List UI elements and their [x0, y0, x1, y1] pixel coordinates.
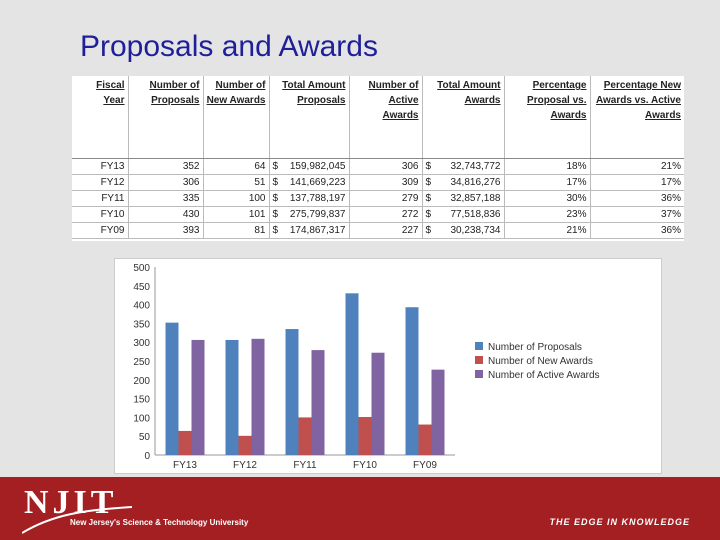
table-cell: 279 — [349, 190, 423, 207]
bar — [238, 435, 252, 455]
page-title: Proposals and Awards — [80, 30, 378, 63]
bar — [358, 417, 372, 455]
table-cell: FY13 — [72, 158, 129, 175]
legend-label: Number of New Awards — [488, 356, 593, 367]
bar — [285, 329, 299, 455]
table-cell: 81 — [203, 222, 270, 239]
x-tick-label: FY10 — [353, 460, 377, 471]
table-cell: 21% — [590, 158, 684, 175]
table-cell: 36% — [590, 190, 684, 207]
table-cell: $141,669,223 — [269, 174, 350, 191]
bar-chart: 0 50 100 150 200 250 300 350 400 450 500 FY13 FY12 FY… — [133, 263, 600, 471]
table-cell: 430 — [128, 206, 204, 223]
table-cell: 30% — [504, 190, 591, 207]
table-header: Number of Proposals — [128, 76, 204, 159]
table-cell: $32,857,188 — [422, 190, 505, 207]
table-cell: $34,816,276 — [422, 174, 505, 191]
table-cell: 101 — [203, 206, 270, 223]
bar — [311, 350, 325, 455]
table-cell: FY10 — [72, 206, 129, 223]
table-header: Number of New Awards — [203, 76, 270, 159]
bar — [191, 339, 205, 455]
logo-text: NJIT — [24, 485, 117, 521]
bar — [345, 293, 359, 455]
bar — [418, 424, 432, 455]
y-tick-label: 150 — [133, 395, 150, 406]
table-cell: FY09 — [72, 222, 129, 239]
legend-swatch — [475, 370, 483, 378]
table-cell: 23% — [504, 206, 591, 223]
bar — [431, 369, 445, 455]
table-cell: 100 — [203, 190, 270, 207]
bar — [251, 338, 265, 455]
y-tick-label: 50 — [139, 432, 151, 443]
table-cell: 21% — [504, 222, 591, 239]
table-header: Percentage Proposal vs. Awards — [504, 76, 591, 159]
table-row: FY12 306 51 $141,669,223 309 $34,816,276 17% 17… — [72, 174, 684, 191]
footer-tagline: THE EDGE IN KNOWLEDGE — [549, 517, 690, 527]
table-cell: $77,518,836 — [422, 206, 505, 223]
table-cell: 36% — [590, 222, 684, 239]
table-cell: 17% — [504, 174, 591, 191]
table-cell: $32,743,772 — [422, 158, 505, 175]
y-tick-label: 200 — [133, 376, 150, 387]
table-cell: 309 — [349, 174, 423, 191]
x-tick-label: FY09 — [413, 460, 437, 471]
table-row: FY10 430 101 $275,799,837 272 $77,518,836 23% 3… — [72, 206, 684, 223]
y-tick-label: 0 — [144, 451, 150, 462]
table-cell: 17% — [590, 174, 684, 191]
table-cell: 272 — [349, 206, 423, 223]
table-header: Percentage New Awards vs. Active Awards — [590, 76, 684, 159]
data-table-container: Fiscal Year Number of Proposals Number of … — [72, 76, 684, 241]
x-tick-label: FY12 — [233, 460, 257, 471]
legend-swatch — [475, 342, 483, 350]
table-header: Total Amount Awards — [422, 76, 505, 159]
bar — [225, 339, 239, 455]
table-cell: 306 — [349, 158, 423, 175]
njit-logo: NJIT — [22, 485, 133, 534]
table-cell: 335 — [128, 190, 204, 207]
table-cell: $159,982,045 — [269, 158, 350, 175]
data-table: Fiscal Year Number of Proposals Number of … — [72, 76, 684, 239]
table-cell: $137,788,197 — [269, 190, 350, 207]
x-tick-label: FY11 — [293, 460, 317, 471]
table-cell: 227 — [349, 222, 423, 239]
table-cell: 64 — [203, 158, 270, 175]
legend-label: Number of Active Awards — [488, 370, 600, 381]
university-subtitle: New Jersey's Science & Technology Univer… — [70, 518, 249, 527]
table-row: FY13 352 64 $159,982,045 306 $32,743,772 18% 21… — [72, 158, 684, 175]
bar — [178, 430, 192, 455]
table-header: Fiscal Year — [72, 76, 129, 159]
table-cell: FY12 — [72, 174, 129, 191]
bar — [298, 417, 312, 455]
y-tick-label: 500 — [133, 263, 150, 274]
table-header: Number of Active Awards — [349, 76, 423, 159]
legend-label: Number of Proposals — [488, 342, 582, 353]
table-cell: $30,238,734 — [422, 222, 505, 239]
table-cell: $275,799,837 — [269, 206, 350, 223]
table-cell: 51 — [203, 174, 270, 191]
y-tick-label: 350 — [133, 319, 150, 330]
table-cell: 393 — [128, 222, 204, 239]
table-cell: 37% — [590, 206, 684, 223]
y-tick-label: 300 — [133, 338, 150, 349]
bar — [165, 322, 179, 455]
table-cell: $174,867,317 — [269, 222, 350, 239]
table-header: Total Amount Proposals — [269, 76, 350, 159]
x-tick-label: FY13 — [173, 460, 197, 471]
y-tick-label: 100 — [133, 413, 150, 424]
y-tick-label: 250 — [133, 357, 150, 368]
bar-chart-container: 0 50 100 150 200 250 300 350 400 450 500 FY13 FY12 FY… — [114, 258, 662, 474]
y-tick-label: 450 — [133, 282, 150, 293]
table-row: FY09 393 81 $174,867,317 227 $30,238,734 21% 36… — [72, 222, 684, 239]
bar — [405, 307, 419, 455]
legend-swatch — [475, 356, 483, 364]
table-cell: 352 — [128, 158, 204, 175]
table-cell: 18% — [504, 158, 591, 175]
y-tick-label: 400 — [133, 301, 150, 312]
table-row: FY11 335 100 $137,788,197 279 $32,857,188 30% 3… — [72, 190, 684, 207]
bar — [371, 352, 385, 455]
table-cell: FY11 — [72, 190, 129, 207]
table-cell: 306 — [128, 174, 204, 191]
